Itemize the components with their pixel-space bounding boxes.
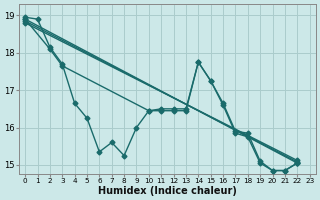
X-axis label: Humidex (Indice chaleur): Humidex (Indice chaleur) — [98, 186, 237, 196]
